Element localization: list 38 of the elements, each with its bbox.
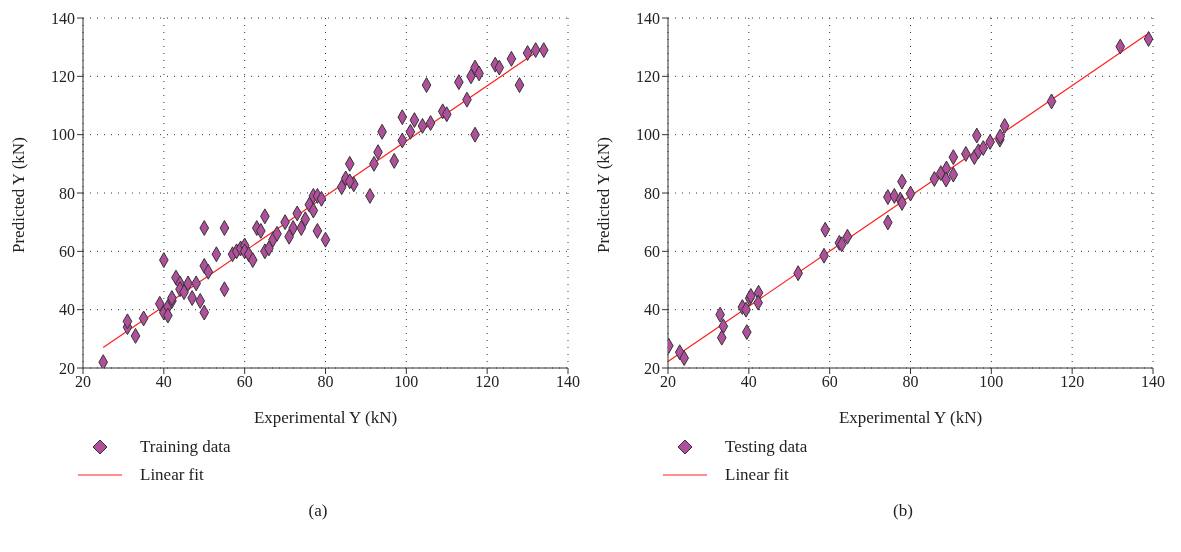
x-tick-label: 140	[556, 373, 580, 391]
y-axis-title: Predicted Y (kN)	[594, 137, 614, 253]
y-tick-label: 140	[51, 9, 75, 27]
y-tick-label: 140	[636, 9, 660, 27]
x-tick-label: 60	[821, 373, 838, 391]
x-tick-label: 120	[475, 373, 500, 391]
x-tick-label: 60	[236, 373, 253, 391]
legend-label: Training data	[140, 437, 231, 457]
x-tick-label: 40	[740, 373, 757, 391]
text: (b)	[892, 501, 914, 521]
y-tick-label: 100	[51, 126, 75, 144]
x-axis-title: Experimental Y (kN)	[838, 408, 983, 427]
text: (a)	[307, 501, 329, 521]
y-tick-label: 60	[644, 243, 660, 261]
x-tick-label: 120	[1060, 373, 1085, 391]
x-tick-label: 80	[902, 373, 919, 391]
y-tick-label: 20	[59, 359, 75, 377]
y-tick-label: 60	[59, 243, 75, 261]
legend-label: Linear fit	[725, 465, 789, 485]
legend-label: Linear fit	[140, 465, 204, 485]
y-tick-label: 80	[59, 184, 75, 202]
y-tick-label: 20	[644, 359, 660, 377]
x-tick-label: 80	[317, 373, 334, 391]
x-tick-label: 100	[979, 373, 1004, 391]
x-tick-label: 140	[1141, 373, 1165, 391]
y-tick-label: 120	[51, 68, 75, 86]
y-tick-label: 120	[636, 68, 660, 86]
y-tick-label: 40	[644, 301, 660, 319]
x-axis-title: Experimental Y (kN)	[253, 408, 398, 427]
x-tick-label: 100	[394, 373, 419, 391]
x-tick-label: 20	[75, 373, 91, 391]
y-tick-label: 80	[644, 184, 660, 202]
x-tick-label: 20	[660, 373, 676, 391]
y-tick-label: 100	[636, 126, 660, 144]
y-tick-label: 40	[59, 301, 75, 319]
legend-label: Testing data	[725, 437, 808, 457]
y-axis-title: Predicted Y (kN)	[9, 137, 29, 253]
x-tick-label: 40	[155, 373, 172, 391]
